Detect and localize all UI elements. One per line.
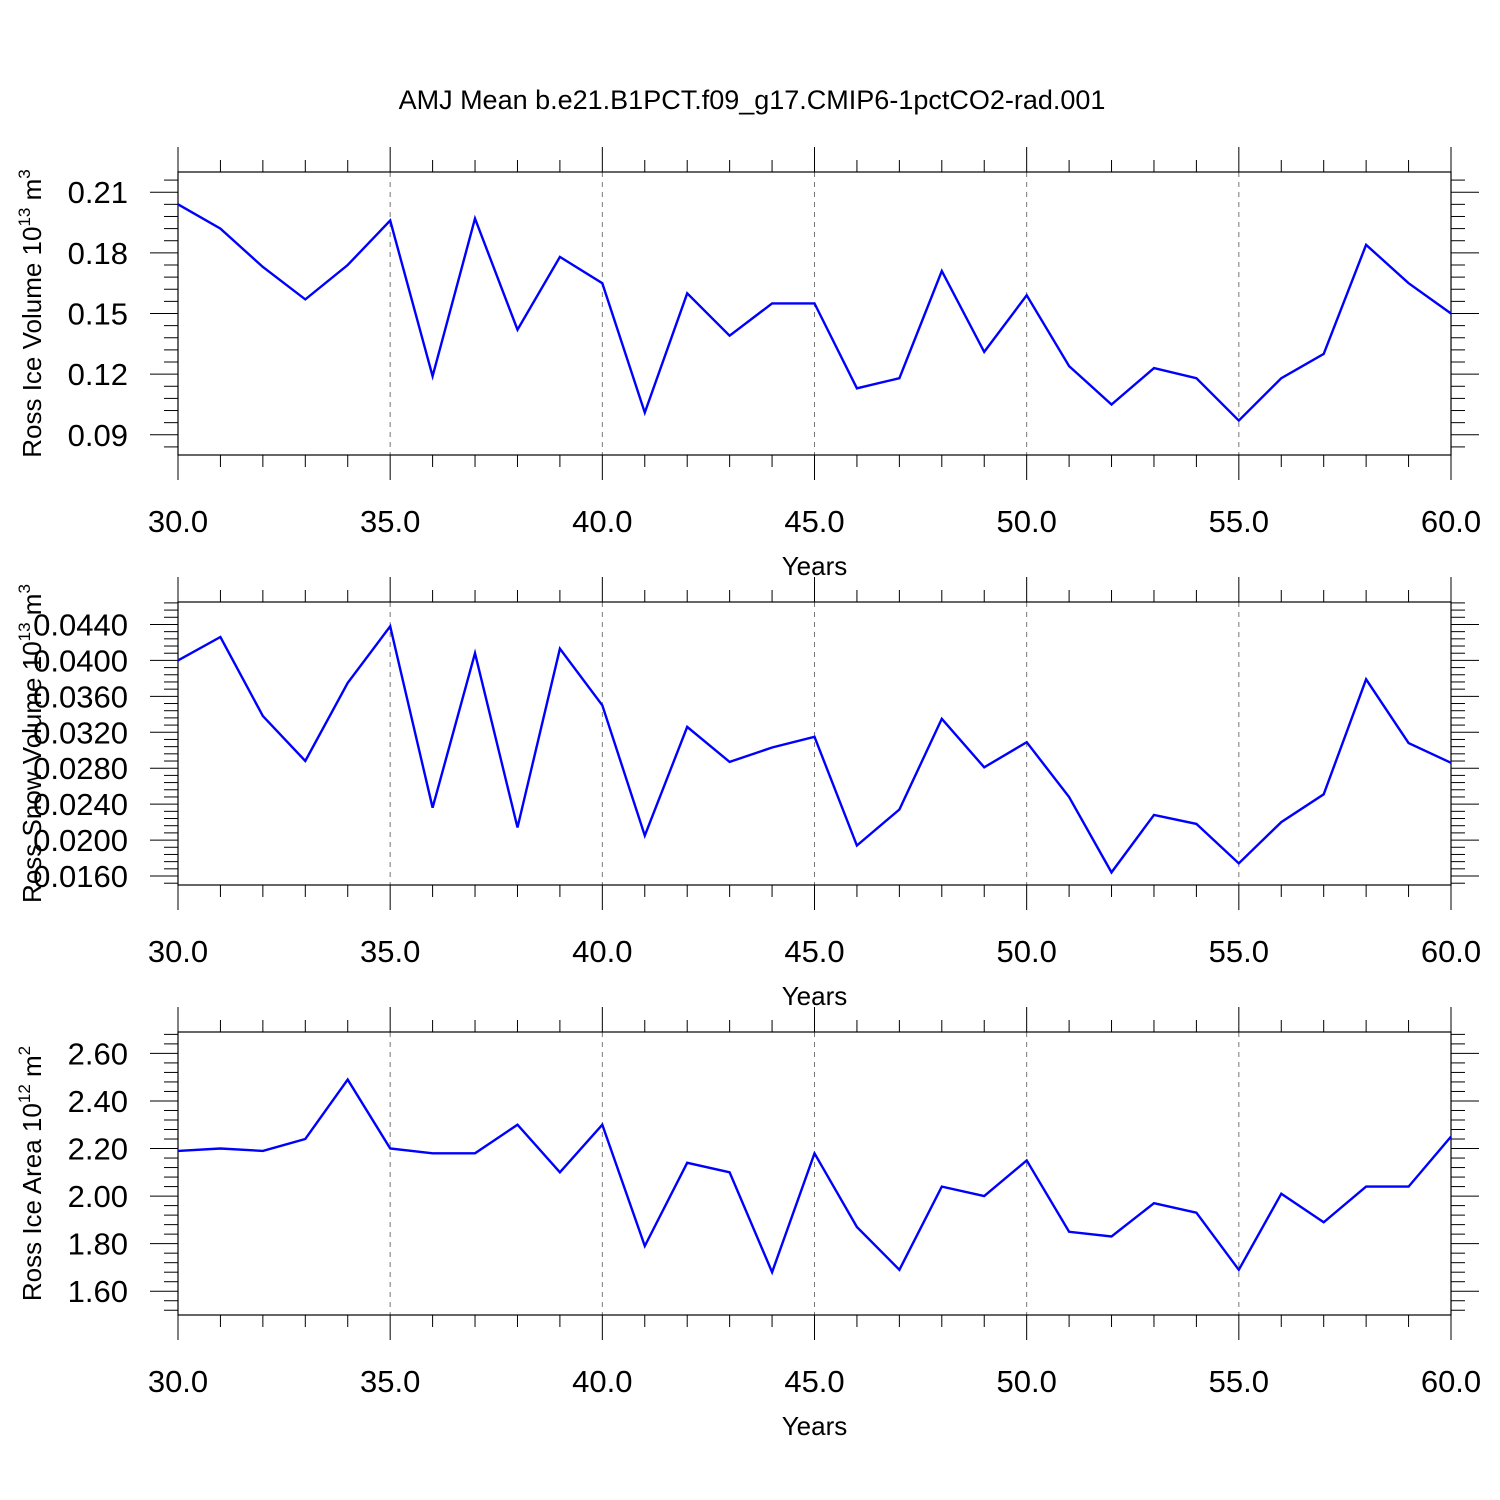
x-tick-label: 60.0 (1421, 934, 1481, 969)
y-axis-title-main: Ross Ice Volume 10 (17, 227, 47, 458)
y-tick-label: 2.60 (68, 1036, 128, 1071)
y-tick-label: 1.80 (68, 1227, 128, 1262)
x-tick-label: 30.0 (148, 1364, 208, 1399)
y-axis-title-exponent: 12 (15, 1084, 34, 1103)
x-tick-label: 55.0 (1209, 934, 1269, 969)
x-tick-label: 35.0 (360, 934, 420, 969)
y-axis-title-unit: m (17, 594, 47, 623)
y-tick-label: 0.12 (68, 357, 128, 392)
series-line (177, 1077, 1452, 1276)
y-tick-label: 0.18 (68, 236, 128, 271)
y-tick-label: 0.0200 (33, 823, 128, 858)
x-tick-label: 55.0 (1209, 504, 1269, 539)
x-tick-label: 40.0 (572, 1364, 632, 1399)
x-tick-label: 30.0 (148, 504, 208, 539)
figure-title: AMJ Mean b.e21.B1PCT.f09_g17.CMIP6-1pctC… (399, 85, 1106, 115)
y-axis-title: Ross Ice Area 1012 m2 (15, 1046, 47, 1301)
x-tick-label: 40.0 (572, 504, 632, 539)
y-tick-label: 2.20 (68, 1132, 128, 1167)
x-tick-label: 50.0 (996, 1364, 1056, 1399)
x-axis-title: Years (782, 981, 848, 1011)
x-tick-label: 30.0 (148, 934, 208, 969)
y-tick-label: 0.0440 (33, 607, 128, 642)
chart-panel-3: 30.0 35.0 40.0 45.0 50.0 55.0 60.0 1.60 1.80 2.00… (15, 1007, 1481, 1441)
x-tick-label: 35.0 (360, 1364, 420, 1399)
x-tick-label: 45.0 (784, 504, 844, 539)
x-tick-label: 35.0 (360, 504, 420, 539)
y-tick-label: 2.40 (68, 1084, 128, 1119)
y-axis-title: Ross Ice Volume 1013 m3 (15, 169, 47, 458)
chart-panel-1: 30.0 35.0 40.0 45.0 50.0 55.0 60.0 0.09 0.12 0.15… (15, 147, 1481, 581)
y-axis-title: Ross Snow Volume 1013 m3 (15, 584, 47, 903)
y-axis-title-main: Ross Ice Area 10 (17, 1103, 47, 1301)
y-tick-label: 0.0400 (33, 643, 128, 678)
y-axis-title-unit-exponent: 3 (15, 169, 34, 178)
y-tick-label: 0.21 (68, 175, 128, 210)
y-axis-title-unit-exponent: 2 (15, 1046, 34, 1055)
x-tick-label: 60.0 (1421, 504, 1481, 539)
y-tick-label: 0.09 (68, 418, 128, 453)
x-tick-label: 40.0 (572, 934, 632, 969)
y-tick-label: 1.60 (68, 1274, 128, 1309)
y-tick-label: 0.0360 (33, 679, 128, 714)
y-axis-title-exponent: 13 (15, 208, 34, 227)
x-tick-label: 50.0 (996, 504, 1056, 539)
x-tick-label: 45.0 (784, 934, 844, 969)
panels: 30.0 35.0 40.0 45.0 50.0 55.0 60.0 0.09 0.12 0.15… (15, 147, 1481, 1441)
y-tick-label: 2.00 (68, 1179, 128, 1214)
x-tick-label: 45.0 (784, 1364, 844, 1399)
y-axis-title-main: Ross Snow Volume 10 (17, 641, 47, 903)
y-tick-label: 0.0160 (33, 859, 128, 894)
y-tick-label: 0.0240 (33, 787, 128, 822)
y-axis-title-exponent: 13 (15, 622, 34, 641)
y-axis-title-unit-exponent: 3 (15, 584, 34, 593)
y-tick-label: 0.0320 (33, 715, 128, 750)
chart-panel-2: 30.0 35.0 40.0 45.0 50.0 55.0 60.0 0.01600.0200… (15, 577, 1481, 1011)
series-line (177, 623, 1452, 875)
x-tick-label: 55.0 (1209, 1364, 1269, 1399)
y-axis-title-unit: m (17, 1055, 47, 1084)
x-axis-title: Years (782, 1411, 848, 1441)
y-axis-title-unit: m (17, 179, 47, 208)
y-tick-label: 0.0280 (33, 751, 128, 786)
x-tick-label: 60.0 (1421, 1364, 1481, 1399)
y-tick-label: 0.15 (68, 297, 128, 332)
x-axis-title: Years (782, 551, 848, 581)
x-tick-label: 50.0 (996, 934, 1056, 969)
